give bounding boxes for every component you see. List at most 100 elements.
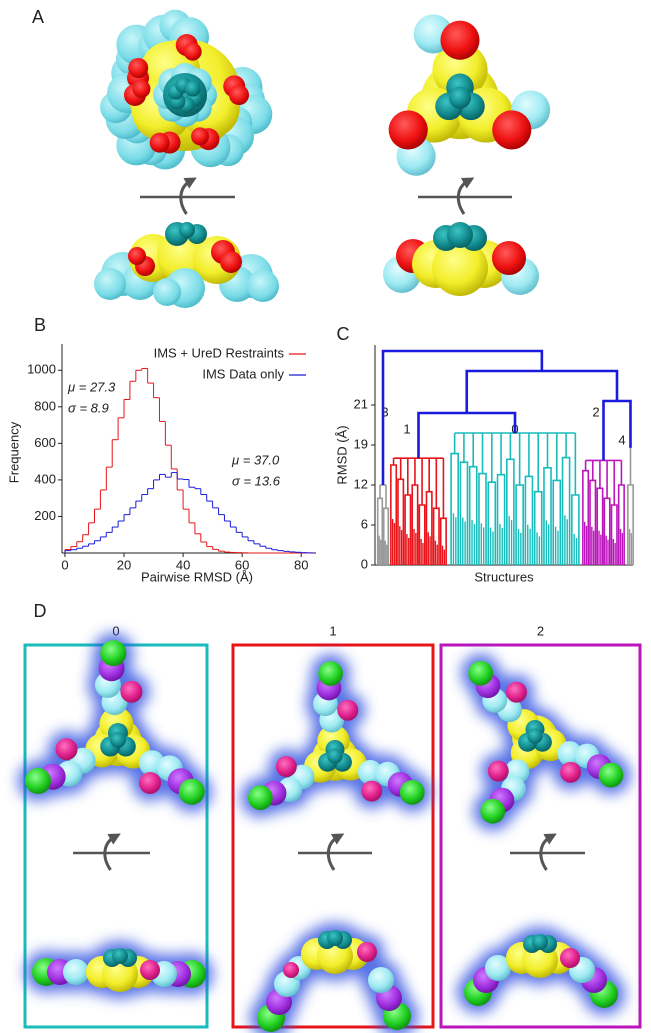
panel-label: C <box>337 324 350 344</box>
molecule <box>100 9 273 170</box>
atom <box>318 661 343 686</box>
branch <box>376 497 384 565</box>
atom <box>447 222 473 248</box>
atom <box>598 762 624 788</box>
atom <box>440 20 480 60</box>
branch <box>397 478 405 565</box>
legend-label: IMS Data only <box>202 366 284 381</box>
branch <box>543 467 552 565</box>
atom <box>94 268 126 300</box>
cluster-box <box>439 643 642 1029</box>
branch <box>524 475 534 565</box>
branch <box>418 504 426 565</box>
atom <box>55 738 78 761</box>
branch <box>496 473 506 565</box>
cluster-label: 1 <box>403 421 410 436</box>
x-tick-label: 0 <box>61 557 68 572</box>
annotation: σ = 13.6 <box>232 473 281 488</box>
cluster-title: 0 <box>112 623 119 638</box>
branch <box>533 490 543 565</box>
atom <box>337 699 359 721</box>
atom <box>357 942 377 962</box>
atom <box>110 732 126 748</box>
molecule <box>25 941 213 999</box>
y-tick-label: 6 <box>361 516 368 531</box>
molecule <box>240 654 432 818</box>
atom <box>179 222 195 238</box>
atom <box>327 748 343 764</box>
atom <box>368 967 394 993</box>
x-axis-title: Structures <box>474 569 534 584</box>
branch <box>404 494 412 565</box>
cluster-label: 3 <box>381 404 388 419</box>
branch <box>589 479 597 565</box>
atom <box>485 955 511 981</box>
atom <box>100 640 127 667</box>
atom <box>480 798 506 824</box>
branch <box>439 517 447 565</box>
atom <box>229 85 249 105</box>
branch <box>506 458 515 565</box>
branch <box>459 461 469 565</box>
y-axis-title: RMSD (Å) <box>334 425 349 484</box>
y-tick-label: 400 <box>34 471 56 486</box>
atom <box>506 681 527 703</box>
branch <box>627 484 634 565</box>
branch <box>571 494 580 565</box>
y-tick-label: 600 <box>34 435 56 450</box>
atom <box>112 948 128 964</box>
atom <box>532 934 548 950</box>
y-tick-label: 200 <box>34 508 56 523</box>
atom <box>560 948 580 968</box>
atom <box>432 42 488 98</box>
atom <box>178 778 205 805</box>
atom <box>183 42 202 61</box>
atom <box>63 959 89 985</box>
branch <box>450 452 459 565</box>
branch <box>610 504 618 565</box>
cluster-title: 1 <box>329 623 336 638</box>
rotation-arrow <box>456 177 475 215</box>
panel-label: D <box>34 601 47 621</box>
molecule <box>250 923 418 1033</box>
y-axis-title: Frequency <box>6 421 21 483</box>
atom <box>361 780 383 802</box>
atom <box>220 251 242 273</box>
x-axis-title: Pairwise RMSD (Å) <box>141 569 253 584</box>
atom <box>132 79 151 98</box>
branch <box>425 490 433 565</box>
y-tick-label: 800 <box>34 398 56 413</box>
atom <box>149 132 170 153</box>
cluster-label: 2 <box>592 404 599 419</box>
atom <box>283 962 299 978</box>
atom <box>139 771 162 794</box>
rotation-arrow <box>326 833 345 871</box>
molecule <box>461 653 631 831</box>
atom <box>492 241 526 275</box>
branch <box>515 484 524 565</box>
atom <box>487 760 509 782</box>
atom <box>191 127 210 146</box>
cluster-label: 4 <box>618 432 625 447</box>
atom <box>184 80 201 97</box>
panel-label: A <box>32 7 44 27</box>
branch <box>552 479 562 565</box>
x-tick-label: 80 <box>294 557 308 572</box>
atom <box>432 240 488 296</box>
y-tick-label: 12 <box>354 476 368 491</box>
rotation-arrow <box>539 833 557 871</box>
atom <box>120 680 143 703</box>
atom <box>527 728 543 744</box>
x-tick-label: 40 <box>176 557 190 572</box>
panel-label: B <box>34 315 46 335</box>
atom <box>399 780 425 805</box>
atom <box>140 960 160 980</box>
atom <box>128 247 146 265</box>
atom <box>275 756 297 778</box>
annotation: μ = 27.3 <box>67 379 116 394</box>
atom <box>128 58 149 78</box>
merge-link <box>381 349 544 485</box>
x-tick-label: 60 <box>235 557 249 572</box>
